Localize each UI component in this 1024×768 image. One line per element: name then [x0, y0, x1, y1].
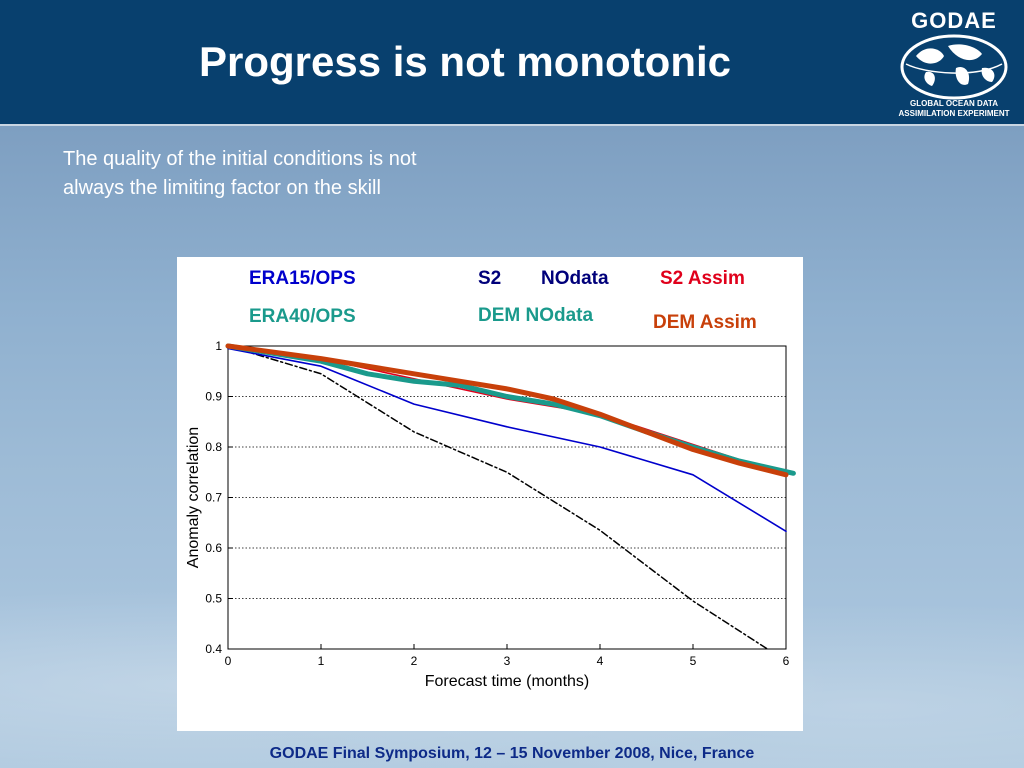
x-tick-label: 2 [411, 654, 418, 668]
legend-s2-nodata: NOdata [541, 268, 609, 289]
y-tick-label: 0.7 [205, 491, 222, 505]
series-line-s2_assim [227, 345, 787, 476]
series-line-s2_nodata [227, 345, 769, 650]
y-tick-label: 1 [215, 339, 222, 353]
x-tick-label: 4 [597, 654, 604, 668]
legend-dem-assim: DEM Assim [653, 312, 757, 333]
x-tick-label: 0 [225, 654, 232, 668]
x-axis-label: Forecast time (months) [425, 673, 589, 690]
y-tick-label: 0.4 [205, 642, 222, 656]
x-tick-label: 6 [783, 654, 790, 668]
legend-dem-nodata: DEM NOdata [478, 305, 594, 326]
globe-icon [900, 34, 1008, 100]
legend-era15: ERA15/OPS [249, 268, 356, 289]
legend-s2: S2 [478, 268, 502, 289]
x-tick-label: 1 [318, 654, 325, 668]
y-tick-label: 0.8 [205, 440, 222, 454]
series-line-era15 [227, 347, 787, 533]
logo-wordmark: GODAE [911, 8, 997, 33]
logo-subtitle-line1: GLOBAL OCEAN DATA [910, 99, 998, 108]
y-tick-label: 0.9 [205, 390, 222, 404]
chart-panel: ERA15/OPS ERA40/OPS S2 NOdata S2 Assim D… [177, 257, 803, 731]
logo-subtitle-line2: ASSIMILATION EXPERIMENT [898, 109, 1010, 118]
axis-ticks: 0.4 0.5 0.6 0.7 0.8 0.9 1 0 1 2 3 4 5 6 [205, 339, 789, 668]
legend-s2-assim: S2 Assim [660, 268, 745, 289]
chart-series [225, 343, 796, 650]
series-line-dem_assim [225, 343, 789, 478]
subtitle-line-1: The quality of the initial conditions is… [63, 148, 417, 170]
y-tick-label: 0.5 [205, 592, 222, 606]
x-tick-label: 3 [504, 654, 511, 668]
legend-era40: ERA40/OPS [249, 306, 356, 327]
y-tick-label: 0.6 [205, 541, 222, 555]
godae-logo: GODAE GLOBAL OCEAN DATA ASSIMILATION EXP… [888, 6, 1020, 120]
x-tick-label: 5 [690, 654, 697, 668]
y-axis-label: Anomaly correlation [185, 427, 202, 568]
slide-footer: GODAE Final Symposium, 12 – 15 November … [269, 745, 755, 762]
slide-subtitle: The quality of the initial conditions is… [63, 145, 533, 203]
subtitle-line-2: always the limiting factor on the skill [63, 177, 381, 199]
slide-title: Progress is not monotonic [198, 38, 732, 85]
slide-header: Progress is not monotonic GODAE GLOBAL O… [0, 0, 1024, 126]
